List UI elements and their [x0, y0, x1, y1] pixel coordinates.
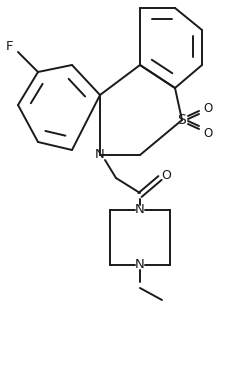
- Text: S: S: [177, 113, 185, 127]
- Text: O: O: [160, 170, 170, 182]
- Text: N: N: [135, 258, 144, 272]
- Text: N: N: [135, 203, 144, 217]
- Text: F: F: [6, 40, 14, 52]
- Text: O: O: [202, 128, 212, 140]
- Text: N: N: [95, 149, 104, 161]
- Text: O: O: [202, 102, 212, 114]
